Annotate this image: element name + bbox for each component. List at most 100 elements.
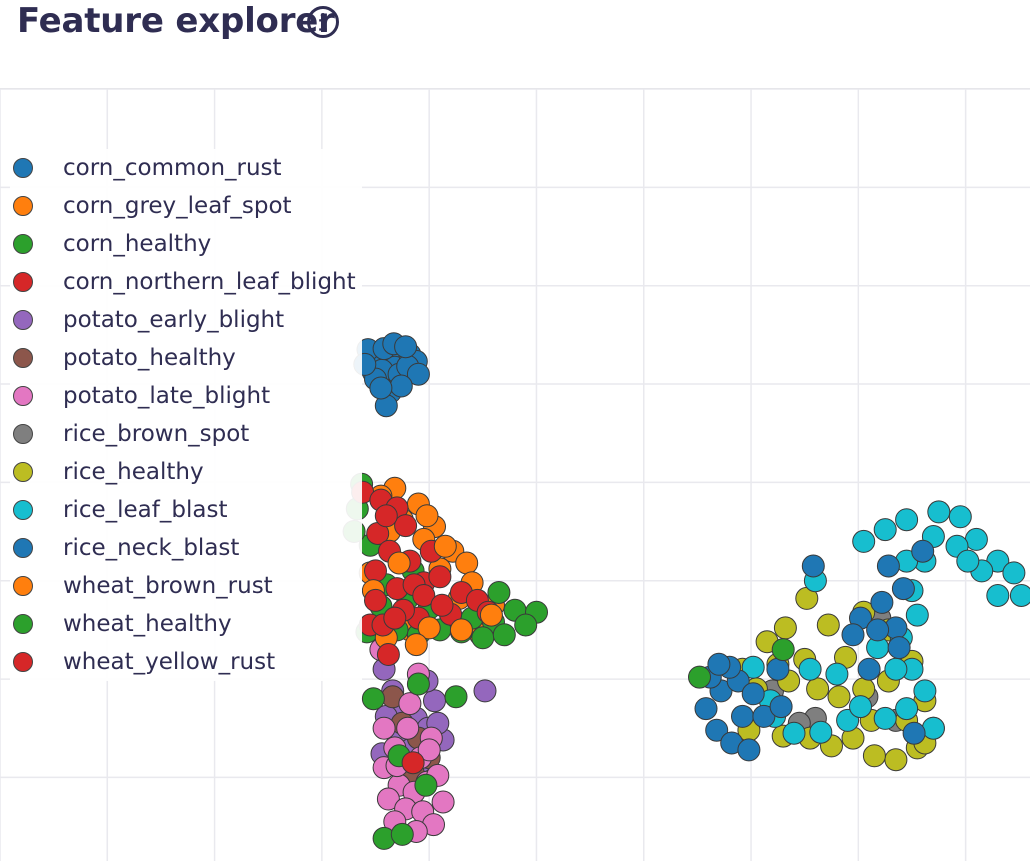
- legend-item[interactable]: corn_northern_leaf_blight: [10, 263, 362, 301]
- scatter-point[interactable]: [414, 773, 438, 797]
- scatter-point[interactable]: [986, 584, 1010, 607]
- scatter-point[interactable]: [862, 744, 886, 768]
- scatter-point[interactable]: [364, 588, 387, 612]
- scatter-point[interactable]: [927, 500, 951, 524]
- scatter-point[interactable]: [798, 657, 822, 681]
- scatter-point[interactable]: [471, 626, 495, 650]
- scatter-point[interactable]: [752, 704, 776, 728]
- scatter-point[interactable]: [841, 623, 865, 647]
- scatter-point[interactable]: [688, 665, 711, 689]
- legend-item[interactable]: wheat_healthy: [10, 605, 362, 643]
- scatter-point[interactable]: [394, 335, 418, 359]
- scatter-point[interactable]: [372, 716, 396, 740]
- legend-item[interactable]: potato_late_blight: [10, 377, 362, 415]
- scatter-point[interactable]: [412, 584, 436, 607]
- scatter-point[interactable]: [849, 695, 872, 719]
- scatter-point[interactable]: [921, 716, 945, 740]
- scatter-point[interactable]: [431, 790, 455, 814]
- scatter-point[interactable]: [766, 657, 790, 681]
- scatter-point[interactable]: [902, 721, 926, 745]
- scatter-point[interactable]: [387, 551, 411, 575]
- scatter-point[interactable]: [364, 559, 387, 583]
- scatter-point[interactable]: [816, 613, 840, 637]
- scatter-point[interactable]: [376, 787, 400, 811]
- scatter-point[interactable]: [396, 716, 420, 740]
- scatter-point[interactable]: [870, 590, 894, 614]
- scatter-point[interactable]: [771, 638, 795, 662]
- scatter-point[interactable]: [827, 685, 851, 709]
- scatter-point[interactable]: [948, 505, 972, 529]
- legend-item[interactable]: rice_leaf_blast: [10, 491, 362, 529]
- legend-item[interactable]: corn_common_rust: [10, 149, 362, 187]
- legend-item[interactable]: potato_early_blight: [10, 301, 362, 339]
- scatter-point[interactable]: [852, 529, 876, 553]
- scatter-point[interactable]: [406, 672, 430, 696]
- scatter-point[interactable]: [866, 618, 890, 642]
- legend-item[interactable]: corn_healthy: [10, 225, 362, 263]
- scatter-point[interactable]: [455, 551, 479, 575]
- scatter-point[interactable]: [905, 603, 929, 627]
- scatter-point[interactable]: [825, 662, 849, 686]
- scatter-point[interactable]: [383, 606, 407, 630]
- scatter-point[interactable]: [423, 689, 446, 713]
- scatter-point[interactable]: [741, 655, 765, 679]
- scatter-point[interactable]: [801, 554, 825, 578]
- scatter-point[interactable]: [404, 633, 428, 657]
- scatter-point[interactable]: [417, 738, 441, 762]
- scatter-point[interactable]: [398, 692, 422, 716]
- scatter-point[interactable]: [956, 549, 980, 573]
- scatter-point[interactable]: [433, 534, 457, 558]
- scatter-point[interactable]: [806, 677, 830, 701]
- legend-item[interactable]: rice_healthy: [10, 453, 362, 491]
- scatter-point[interactable]: [369, 376, 393, 400]
- scatter-point[interactable]: [895, 697, 919, 721]
- scatter-point[interactable]: [873, 706, 897, 730]
- scatter-point[interactable]: [895, 508, 919, 532]
- scatter-point[interactable]: [694, 697, 718, 721]
- scatter-point[interactable]: [769, 695, 793, 719]
- scatter-point[interactable]: [876, 554, 900, 578]
- scatter-point[interactable]: [705, 718, 729, 742]
- scatter-point[interactable]: [389, 374, 413, 398]
- scatter-point[interactable]: [361, 687, 385, 711]
- scatter-point[interactable]: [873, 518, 897, 542]
- scatter-point[interactable]: [449, 618, 473, 642]
- scatter-point[interactable]: [773, 616, 797, 640]
- scatter-point[interactable]: [884, 748, 908, 772]
- scatter-point[interactable]: [479, 603, 503, 627]
- scatter-point[interactable]: [887, 636, 911, 660]
- legend-item[interactable]: wheat_yellow_rust: [10, 643, 362, 681]
- scatter-point[interactable]: [782, 721, 806, 745]
- scatter-point[interactable]: [707, 652, 731, 676]
- legend-item[interactable]: rice_brown_spot: [10, 415, 362, 453]
- scatter-point[interactable]: [428, 565, 452, 589]
- scatter-point[interactable]: [514, 613, 538, 637]
- scatter-point[interactable]: [374, 504, 398, 528]
- scatter-point[interactable]: [415, 504, 439, 528]
- scatter-point[interactable]: [731, 704, 754, 728]
- scatter-point[interactable]: [417, 616, 441, 640]
- scatter-point[interactable]: [809, 720, 833, 744]
- scatter-point[interactable]: [406, 362, 430, 386]
- scatter-point[interactable]: [913, 679, 937, 703]
- legend-item[interactable]: rice_neck_blast: [10, 529, 362, 567]
- scatter-point[interactable]: [376, 643, 400, 666]
- scatter-point[interactable]: [884, 657, 908, 681]
- legend-item[interactable]: wheat_brown_rust: [10, 567, 362, 605]
- scatter-point[interactable]: [487, 581, 511, 604]
- info-circle-icon[interactable]: [306, 5, 340, 39]
- scatter-point[interactable]: [737, 738, 761, 762]
- scatter-point[interactable]: [964, 527, 988, 551]
- legend-item[interactable]: corn_grey_leaf_spot: [10, 187, 362, 225]
- scatter-point[interactable]: [891, 577, 915, 601]
- scatter-point[interactable]: [857, 657, 881, 681]
- scatter-point[interactable]: [911, 539, 935, 563]
- scatter-point[interactable]: [390, 822, 414, 846]
- scatter-point[interactable]: [401, 751, 425, 775]
- scatter-point[interactable]: [741, 682, 765, 706]
- scatter-point[interactable]: [430, 593, 454, 617]
- scatter-point[interactable]: [473, 679, 497, 703]
- scatter-point[interactable]: [394, 514, 418, 538]
- scatter-point[interactable]: [1009, 584, 1030, 607]
- scatter-point[interactable]: [1002, 561, 1026, 585]
